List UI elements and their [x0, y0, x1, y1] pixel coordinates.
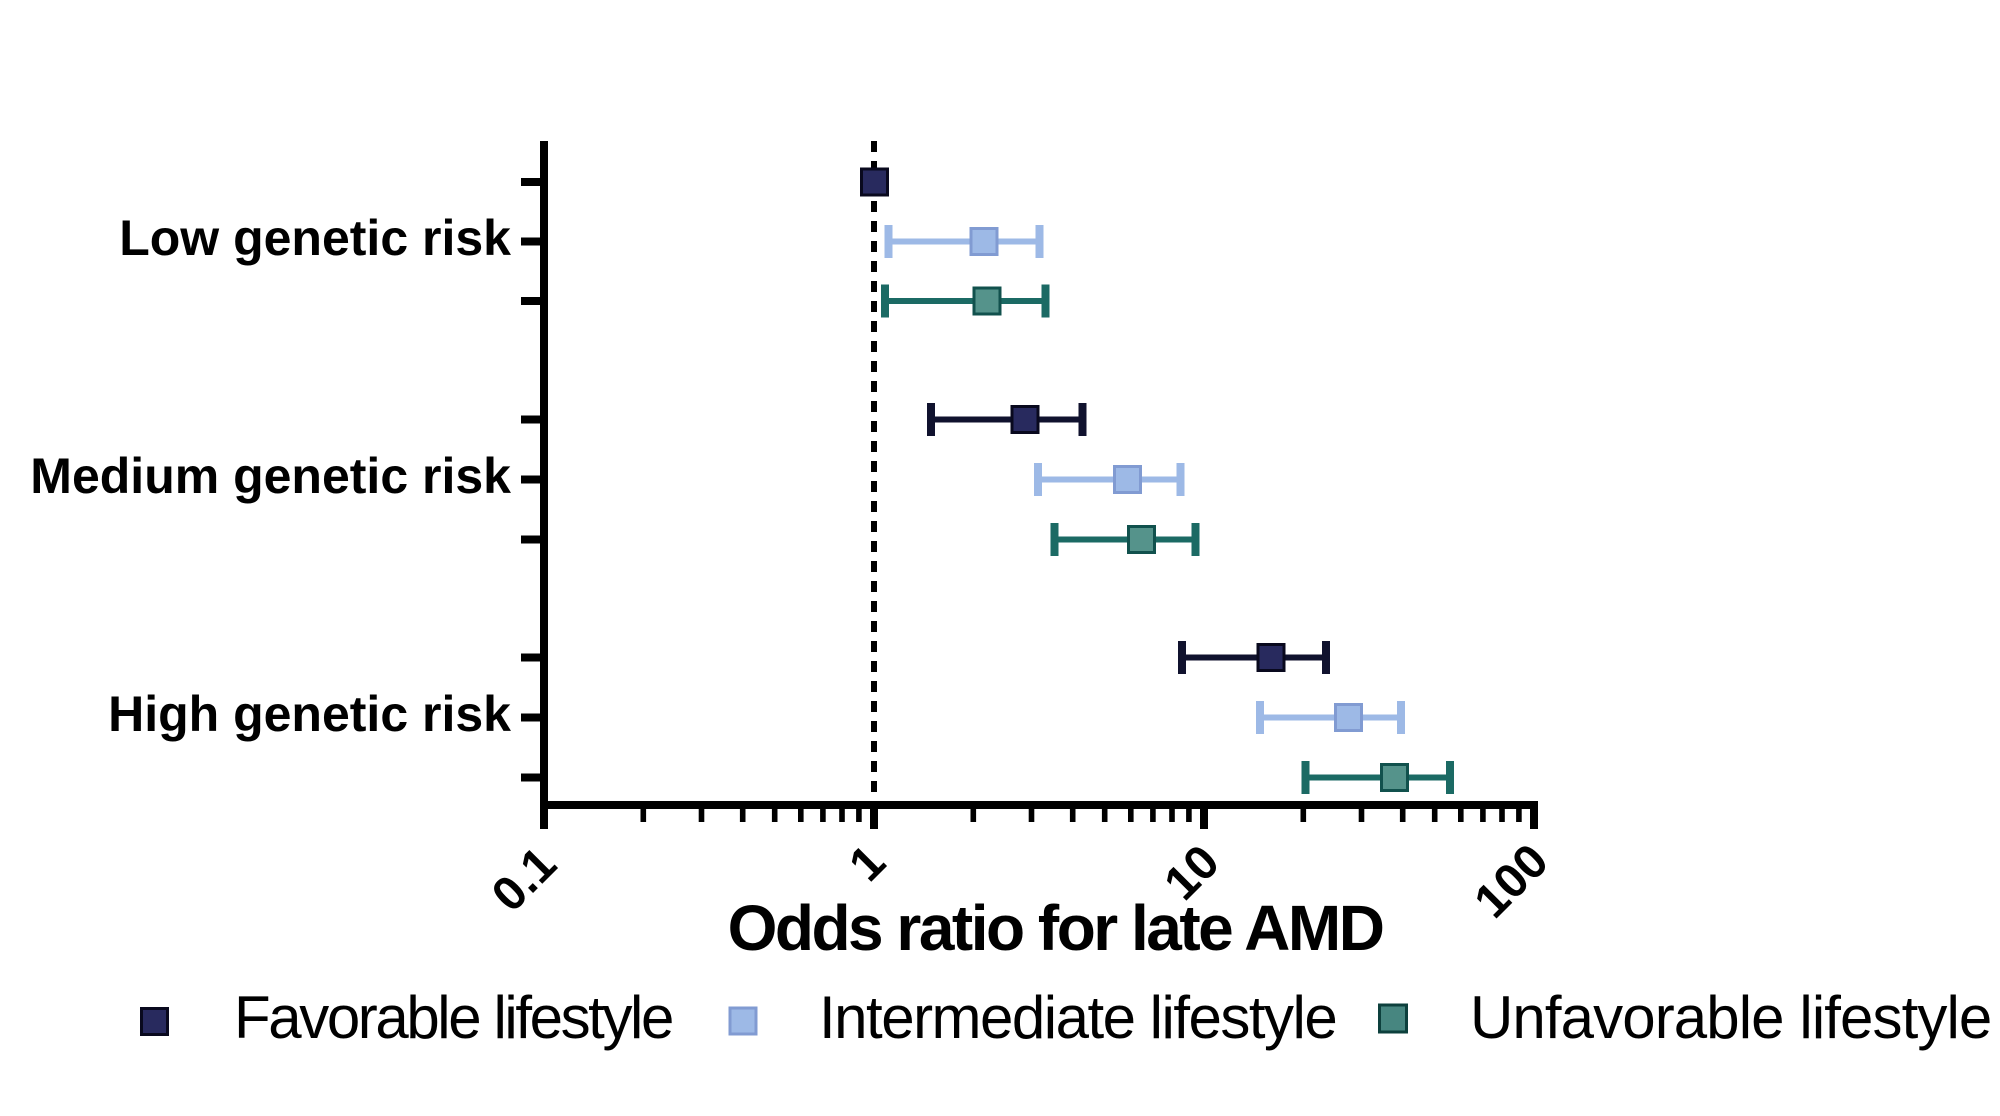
svg-text:Unfavorable lifestyle: Unfavorable lifestyle	[1470, 984, 1991, 1051]
svg-text:Odds ratio for late AMD: Odds ratio for late AMD	[728, 892, 1383, 964]
svg-text:Low genetic risk: Low genetic risk	[119, 210, 511, 266]
svg-text:High genetic risk: High genetic risk	[108, 686, 511, 742]
svg-text:Favorable lifestyle: Favorable lifestyle	[234, 984, 672, 1051]
svg-text:Intermediate lifestyle: Intermediate lifestyle	[819, 984, 1336, 1051]
svg-text:Medium genetic risk: Medium genetic risk	[30, 448, 511, 504]
